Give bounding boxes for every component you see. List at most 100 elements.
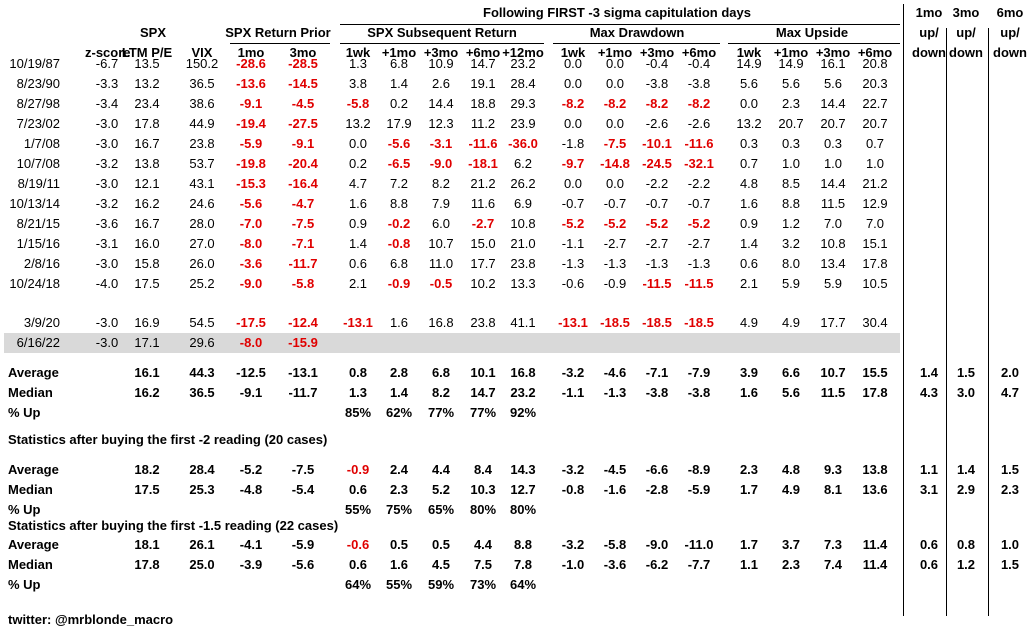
summary-cell: 16.1 <box>134 365 160 380</box>
table-cell: -36.0 <box>508 136 538 151</box>
summary-cell: -3.8 <box>687 385 711 400</box>
table-cell: 2.6 <box>431 76 451 91</box>
table-cell: -3.6 <box>239 256 263 271</box>
summary-cell: -3.2 <box>561 365 585 380</box>
updown-divider <box>988 28 989 616</box>
group-header-spx: SPX <box>139 25 166 40</box>
table-cell: -2.6 <box>645 116 669 131</box>
table-cell: 26.2 <box>510 176 536 191</box>
table-cell: -8.0 <box>239 335 263 350</box>
table-cell: -9.1 <box>291 136 315 151</box>
summary-cell: 11.4 <box>862 537 888 552</box>
table-cell: -3.0 <box>95 176 119 191</box>
table-cell: 23.8 <box>510 256 536 271</box>
summary-cell: 64% <box>509 577 537 592</box>
table-cell: -6.7 <box>95 56 119 71</box>
table-cell: -8.2 <box>603 96 627 111</box>
summary-cell: 80% <box>509 502 537 517</box>
table-cell: -3.2 <box>95 156 119 171</box>
table-cell: -11.5 <box>684 276 714 291</box>
summary-row-label: Average <box>8 537 59 552</box>
table-cell: 20.7 <box>820 116 846 131</box>
summary-cell: 8.2 <box>431 385 451 400</box>
summary-cell: 2.3 <box>739 462 759 477</box>
table-cell: 20.3 <box>862 76 888 91</box>
row-date: 6/16/22 <box>16 335 60 350</box>
table-cell: 11.5 <box>820 196 846 211</box>
table-cell: 3.2 <box>781 236 801 251</box>
table-cell: 0.6 <box>739 256 759 271</box>
table-cell: 5.6 <box>739 76 759 91</box>
summary-cell: 18.1 <box>134 537 160 552</box>
table-cell: 17.8 <box>862 256 888 271</box>
summary-cell: 28.4 <box>189 462 215 477</box>
table-cell: -15.9 <box>288 335 318 350</box>
updown-header-1mo: down <box>912 45 946 60</box>
table-cell: -1.3 <box>561 256 585 271</box>
summary-cell: 8.4 <box>473 462 493 477</box>
table-cell: 5.9 <box>781 276 801 291</box>
summary-cell: 25.3 <box>189 482 215 497</box>
summary-cell: -7.7 <box>687 557 711 572</box>
table-cell: -5.8 <box>291 276 315 291</box>
table-cell: -28.5 <box>288 56 318 71</box>
table-cell: 1.0 <box>823 156 843 171</box>
table-cell: -1.3 <box>687 256 711 271</box>
summary-cell: -9.0 <box>645 537 669 552</box>
table-cell: 0.7 <box>865 136 885 151</box>
table-cell: -3.1 <box>429 136 453 151</box>
table-cell: -7.0 <box>239 216 263 231</box>
summary-cell: 7.5 <box>473 557 493 572</box>
summary-cell: 1.6 <box>389 557 409 572</box>
summary-cell: -0.9 <box>346 462 370 477</box>
summary-cell: 65% <box>427 502 455 517</box>
updown-header-1mo: up/ <box>919 25 939 40</box>
table-cell: -2.7 <box>603 236 627 251</box>
updown-cell: 4.3 <box>919 385 939 400</box>
section-title: Statistics after buying the first -1.5 r… <box>8 518 339 533</box>
column-header: 1wk <box>560 45 586 60</box>
summary-cell: -3.6 <box>603 557 627 572</box>
table-cell: 0.3 <box>739 136 759 151</box>
table-cell: 28.0 <box>189 216 215 231</box>
summary-cell: 2.4 <box>389 462 409 477</box>
table-cell: 19.1 <box>470 76 496 91</box>
updown-header-3mo: 3mo <box>952 5 980 20</box>
highlight-row-background <box>4 333 900 353</box>
column-header: +6mo <box>681 45 717 60</box>
column-header: +1mo <box>773 45 809 60</box>
summary-cell: 85% <box>344 405 372 420</box>
table-cell: 13.5 <box>134 56 160 71</box>
table-cell: 15.1 <box>862 236 888 251</box>
table-cell: -8.2 <box>687 96 711 111</box>
summary-cell: 7.3 <box>823 537 843 552</box>
updown-cell: 4.7 <box>1000 385 1020 400</box>
table-cell: 4.8 <box>739 176 759 191</box>
table-cell: 16.1 <box>820 56 846 71</box>
table-cell: 1.6 <box>389 315 409 330</box>
table-cell: -0.7 <box>561 196 585 211</box>
summary-cell: 23.2 <box>510 385 536 400</box>
summary-cell: 59% <box>427 577 455 592</box>
table-cell: 11.6 <box>470 196 496 211</box>
table-cell: 14.9 <box>736 56 762 71</box>
table-cell: 6.0 <box>431 216 451 231</box>
footer-credit: twitter: @mrblonde_macro <box>8 612 174 627</box>
row-date: 1/7/08 <box>23 136 60 151</box>
row-date: 10/19/87 <box>9 56 60 71</box>
table-cell: 23.9 <box>510 116 536 131</box>
table-cell: -13.6 <box>236 76 266 91</box>
summary-cell: -5.4 <box>291 482 315 497</box>
summary-cell: 12.7 <box>510 482 536 497</box>
table-cell: -3.3 <box>95 76 119 91</box>
table-cell: 14.9 <box>778 56 804 71</box>
summary-cell: 1.4 <box>389 385 409 400</box>
table-cell: 44.9 <box>189 116 215 131</box>
table-cell: 0.0 <box>739 96 759 111</box>
table-cell: 17.1 <box>134 335 160 350</box>
table-cell: 14.4 <box>428 96 454 111</box>
summary-cell: -4.5 <box>603 462 627 477</box>
table-cell: 20.7 <box>778 116 804 131</box>
table-cell: -0.5 <box>429 276 453 291</box>
summary-cell: -5.9 <box>687 482 711 497</box>
